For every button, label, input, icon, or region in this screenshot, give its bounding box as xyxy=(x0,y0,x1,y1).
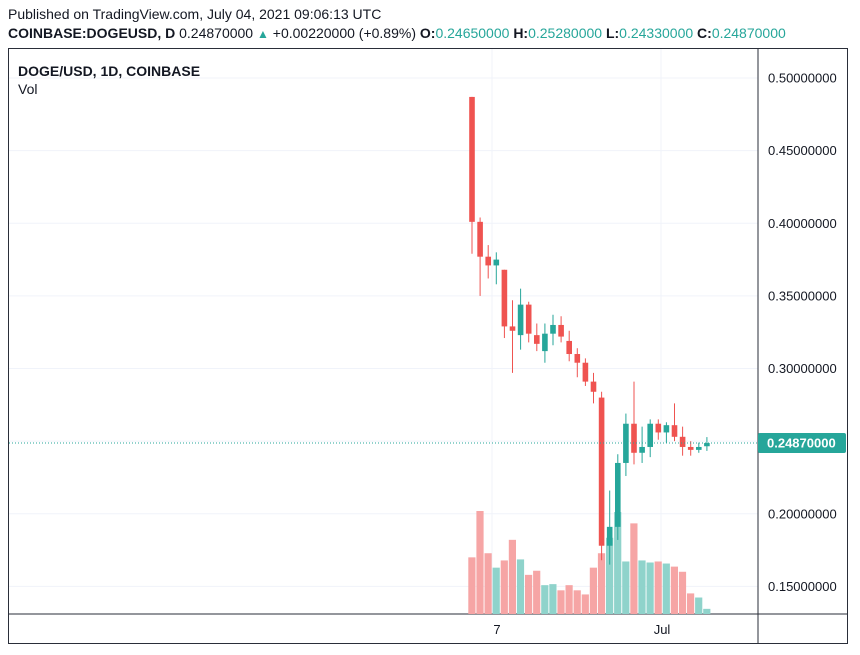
candle-body xyxy=(574,354,581,363)
volume-bar xyxy=(614,512,622,614)
low-value: 0.24330000 xyxy=(619,25,694,41)
candle-body xyxy=(469,96,475,222)
candle-body xyxy=(704,443,710,447)
triangle-up-icon: ▲ xyxy=(256,27,269,41)
x-tick-label: 7 xyxy=(493,622,500,637)
candle-body xyxy=(582,362,589,382)
candle-body xyxy=(477,221,483,257)
last-price-tag-label: 0.24870000 xyxy=(767,436,836,451)
candle-body xyxy=(687,446,694,450)
x-tick-label: Jul xyxy=(654,622,671,637)
candle-body xyxy=(566,340,572,355)
symbol-name: COINBASE:DOGEUSD, D xyxy=(8,25,176,41)
low-label: L: xyxy=(605,25,620,41)
volume-bar xyxy=(581,594,589,614)
price-change: +0.00220000 (+0.89%) xyxy=(272,25,416,41)
candle-body xyxy=(525,304,532,334)
volume-bar xyxy=(622,561,630,614)
volume-bar xyxy=(687,593,695,614)
candle-body xyxy=(501,269,508,327)
chart-frame[interactable] xyxy=(8,48,848,644)
candle-body xyxy=(550,324,556,334)
y-tick-label: 0.30000000 xyxy=(768,361,837,376)
y-tick-label: 0.40000000 xyxy=(768,216,837,231)
symbol-line: COINBASE:DOGEUSD, D 0.24870000 ▲ +0.0022… xyxy=(8,25,786,41)
candle-body xyxy=(679,436,686,447)
candle-body xyxy=(631,423,637,453)
volume-bar xyxy=(654,561,662,614)
candle-body xyxy=(663,425,670,433)
candle-body xyxy=(517,304,524,336)
y-tick-label: 0.35000000 xyxy=(768,288,837,303)
volume-bar xyxy=(516,559,525,614)
y-tick-label: 0.50000000 xyxy=(768,71,837,86)
volume-bar xyxy=(695,597,703,614)
close-label: C: xyxy=(697,25,712,41)
volume-bar xyxy=(597,553,606,614)
candle-body xyxy=(485,256,491,266)
volume-bar xyxy=(606,537,614,614)
published-line: Published on TradingView.com, July 04, 2… xyxy=(8,6,382,22)
y-tick-label: 0.45000000 xyxy=(768,143,837,158)
open-value: 0.24650000 xyxy=(435,25,510,41)
y-tick-label: 0.15000000 xyxy=(768,579,837,594)
volume-bar xyxy=(573,590,581,614)
volume-bar xyxy=(703,608,711,614)
volume-bar xyxy=(468,557,476,614)
close-value: 0.24870000 xyxy=(711,25,786,41)
candle-body xyxy=(655,423,662,433)
candle-body xyxy=(623,423,629,463)
open-label: O: xyxy=(419,25,436,41)
candle-body xyxy=(647,423,653,447)
candle-body xyxy=(615,462,621,527)
volume-bar xyxy=(533,570,541,614)
chart-legend: DOGE/USD, 1D, COINBASE Vol xyxy=(18,62,200,98)
volume-bar xyxy=(662,563,670,614)
high-value: 0.25280000 xyxy=(528,25,603,41)
last-price: 0.24870000 xyxy=(179,25,254,41)
legend-title: DOGE/USD, 1D, COINBASE xyxy=(18,63,201,79)
volume-bar xyxy=(565,585,573,614)
candle-body xyxy=(534,335,540,344)
volume-bar xyxy=(484,553,492,614)
volume-bar xyxy=(476,511,484,614)
volume-bar xyxy=(549,584,557,614)
volume-bar xyxy=(508,539,516,614)
candle-body xyxy=(598,397,605,546)
candle-body xyxy=(493,259,500,266)
volume-bar xyxy=(638,560,646,614)
volume-bar xyxy=(525,574,533,614)
candle-body xyxy=(696,446,702,450)
candle-body xyxy=(558,324,564,337)
candle-body xyxy=(542,333,548,352)
last-price-tag xyxy=(758,433,846,454)
y-tick-label: 0.20000000 xyxy=(768,506,837,521)
volume-bar xyxy=(500,560,508,614)
volume-bar xyxy=(670,566,678,614)
candle-body xyxy=(509,326,516,331)
volume-bar xyxy=(646,562,654,614)
volume-bar xyxy=(678,571,687,614)
candle-body xyxy=(671,425,678,437)
high-label: H: xyxy=(513,25,529,41)
volume-bar xyxy=(492,567,500,614)
volume-bar xyxy=(541,585,549,614)
candle-body xyxy=(606,526,613,546)
legend-vol: Vol xyxy=(18,81,38,97)
volume-bar xyxy=(557,590,565,614)
candle-body xyxy=(639,446,645,453)
volume-bar xyxy=(589,567,597,614)
candle-body xyxy=(590,381,597,392)
volume-bar xyxy=(630,523,638,614)
